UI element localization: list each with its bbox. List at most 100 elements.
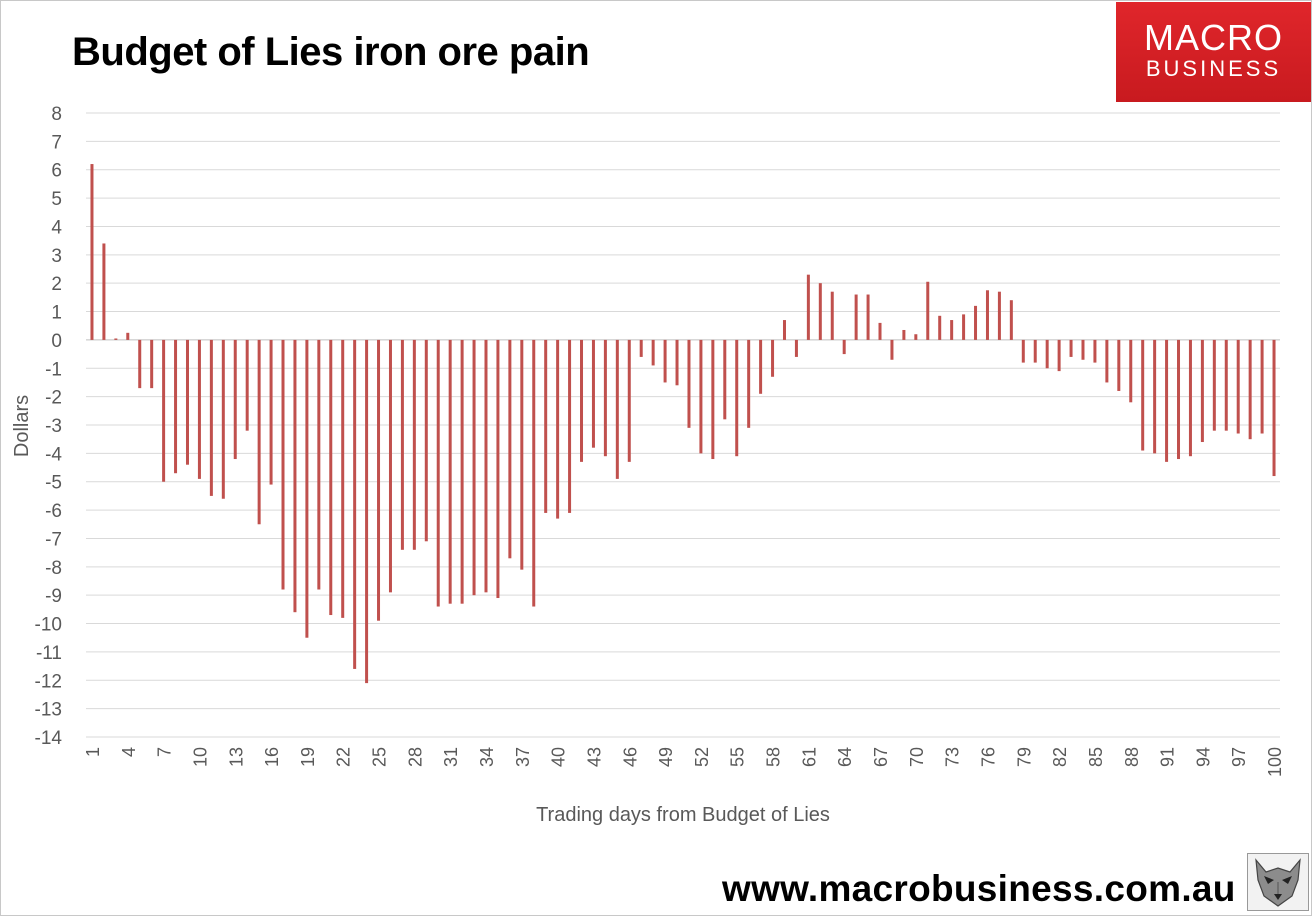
x-tick-label: 40: [549, 747, 569, 767]
bar: [627, 339, 631, 462]
x-tick-label: 55: [728, 747, 748, 767]
bar: [185, 339, 189, 465]
y-tick-label: 7: [51, 132, 62, 153]
x-tick-label: 82: [1050, 747, 1070, 767]
bar: [997, 291, 1001, 340]
bar: [580, 339, 584, 462]
bar: [651, 339, 655, 366]
bar: [150, 339, 154, 389]
y-tick-label: -13: [35, 700, 62, 721]
bar: [102, 243, 106, 340]
bar: [532, 339, 536, 607]
bar: [1153, 339, 1157, 454]
x-tick-label: 79: [1014, 747, 1034, 767]
bar: [818, 283, 822, 340]
x-tick-label: 7: [155, 747, 175, 757]
bar: [842, 339, 846, 355]
bar: [1165, 339, 1169, 462]
y-tick-label: -1: [45, 359, 62, 380]
y-tick-label: -10: [35, 615, 62, 636]
bar: [556, 339, 560, 519]
bar: [747, 339, 751, 428]
bar: [985, 290, 989, 340]
bar: [1033, 339, 1037, 363]
bar: [448, 339, 452, 604]
y-tick-label: -4: [45, 444, 62, 465]
bar: [341, 339, 345, 618]
y-tick-label: 8: [51, 104, 62, 125]
bar: [424, 339, 428, 542]
bar: [723, 339, 727, 420]
x-tick-labels: 1 4 7 10 13 16 19 22 25 28 31 34 37 40 43 46 49 52 55 58 61 6…: [83, 747, 1285, 777]
bar: [878, 322, 882, 340]
bar: [1260, 339, 1264, 434]
bar: [1069, 339, 1073, 357]
y-tick-label: 3: [51, 246, 62, 267]
x-tick-label: 25: [370, 747, 390, 767]
bar: [544, 339, 548, 513]
x-tick-label: 28: [405, 747, 425, 767]
bar: [568, 339, 572, 513]
y-tick-labels: -14-13-12-11-10-9-8-7-6-5-4-3-2-10123456…: [35, 104, 63, 749]
x-tick-label: 91: [1158, 747, 1178, 767]
x-tick-label: 19: [298, 747, 318, 767]
footer-url[interactable]: www.macrobusiness.com.au: [722, 868, 1236, 909]
bar: [233, 339, 237, 460]
x-tick-label: 76: [978, 747, 998, 767]
bar: [615, 339, 619, 479]
bar: [209, 339, 213, 496]
x-tick-label: 13: [226, 747, 246, 767]
x-tick-label: 67: [871, 747, 891, 767]
bar: [90, 164, 94, 340]
bar: [269, 339, 273, 485]
bar: [1009, 300, 1013, 340]
x-tick-label: 58: [764, 747, 784, 767]
y-tick-label: 1: [51, 303, 62, 324]
bar: [603, 339, 607, 457]
bar: [782, 320, 786, 340]
bar: [412, 339, 416, 550]
y-tick-label: -3: [45, 416, 62, 437]
y-tick-label: -9: [45, 586, 62, 607]
bar: [1093, 339, 1097, 363]
bar: [162, 339, 166, 482]
bar: [305, 339, 309, 638]
bar: [1272, 339, 1276, 477]
bar: [114, 338, 118, 340]
bar: [496, 339, 500, 599]
bar: [365, 339, 369, 684]
bar: [711, 339, 715, 460]
x-tick-label: 85: [1086, 747, 1106, 767]
bar: [1200, 339, 1204, 443]
y-tick-label: -2: [45, 388, 62, 409]
bar: [974, 305, 978, 340]
bar: [508, 339, 512, 559]
bar: [735, 339, 739, 457]
x-tick-label: 52: [692, 747, 712, 767]
x-tick-label: 61: [799, 747, 819, 767]
bar: [890, 339, 894, 360]
logo-line1: MACRO: [1144, 17, 1283, 58]
wolf-mascot-icon: [1247, 853, 1309, 911]
logo-line2: BUSINESS: [1145, 56, 1282, 81]
bar: [663, 339, 667, 383]
bar: [377, 339, 381, 621]
y-tick-label: -11: [36, 643, 62, 664]
bar: [293, 339, 297, 613]
x-tick-label: 22: [334, 747, 354, 767]
y-tick-label: -5: [45, 473, 62, 494]
bar: [1188, 339, 1192, 457]
x-tick-label: 97: [1229, 747, 1249, 767]
bar: [687, 339, 691, 428]
x-tick-label: 88: [1122, 747, 1142, 767]
x-tick-label: 31: [441, 747, 461, 767]
x-tick-label: 16: [262, 747, 282, 767]
x-tick-label: 34: [477, 747, 497, 767]
bar: [675, 339, 679, 386]
y-axis-label: Dollars: [11, 395, 33, 457]
bar: [1021, 339, 1025, 363]
x-tick-label: 73: [943, 747, 963, 767]
bar: [1236, 339, 1240, 434]
chart-title: Budget of Lies iron ore pain: [72, 30, 590, 74]
